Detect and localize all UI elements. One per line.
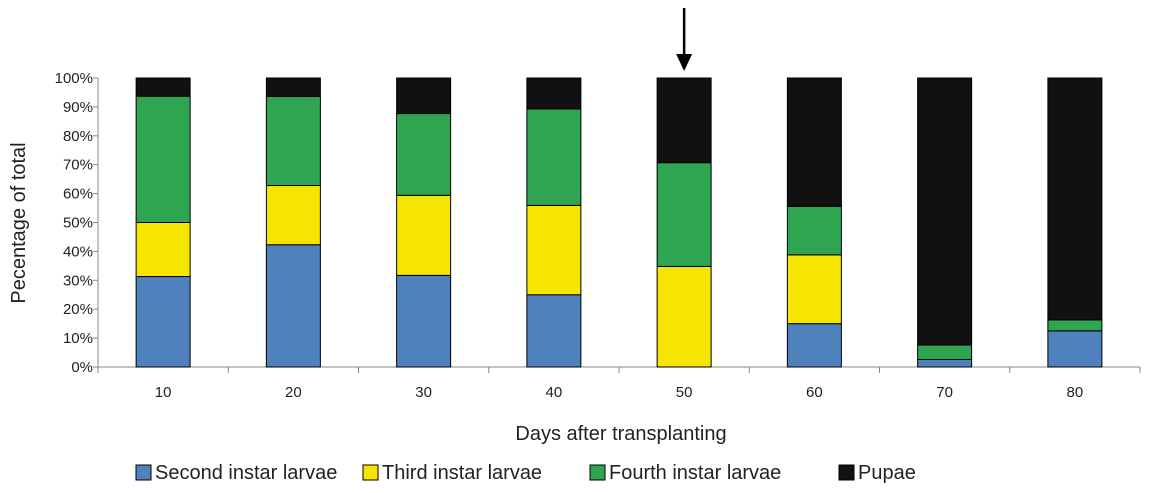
x-axis: 10 20 30 40 50 60 70 80 bbox=[97, 366, 1141, 401]
legend-swatch bbox=[838, 464, 855, 481]
bar-segment-pupae-60 bbox=[786, 77, 842, 207]
y-tick-label: 70% bbox=[63, 157, 93, 174]
x-tick-label: 30 bbox=[415, 384, 432, 401]
legend-swatch bbox=[135, 464, 152, 481]
bar-segment-second-instar-larvae-10 bbox=[135, 276, 191, 368]
y-axis-title: Pecentage of total bbox=[8, 142, 30, 303]
bar-segment-third-instar-larvae-50 bbox=[656, 265, 712, 368]
y-tick-label: 20% bbox=[63, 301, 93, 318]
bar-segment-third-instar-larvae-30 bbox=[396, 194, 452, 276]
annotation-arrow-head bbox=[676, 54, 693, 71]
x-tick-label: 80 bbox=[1067, 384, 1084, 401]
bar-segment-second-instar-larvae-30 bbox=[396, 274, 452, 368]
annotations bbox=[676, 8, 693, 71]
legend: Second instar larvae Third instar larvae F… bbox=[135, 462, 916, 484]
bar-segment-third-instar-larvae-10 bbox=[135, 222, 191, 278]
bar-segment-second-instar-larvae-60 bbox=[786, 323, 842, 368]
x-tick-label: 10 bbox=[155, 384, 172, 401]
y-tick-label: 40% bbox=[63, 243, 93, 260]
y-tick-label: 50% bbox=[63, 215, 93, 232]
legend-label: Second instar larvae bbox=[155, 462, 337, 484]
bar-segment-pupae-10 bbox=[135, 77, 191, 97]
bar-segment-pupae-80 bbox=[1047, 77, 1103, 321]
bar-segment-fourth-instar-larvae-10 bbox=[135, 95, 191, 223]
bar-segment-third-instar-larvae-60 bbox=[786, 254, 842, 325]
bar-segment-pupae-70 bbox=[917, 77, 973, 346]
y-tick-label: 10% bbox=[63, 330, 93, 347]
y-tick-label: 80% bbox=[63, 128, 93, 145]
x-tick-label: 40 bbox=[546, 384, 563, 401]
bar-segment-fourth-instar-larvae-70 bbox=[917, 344, 973, 360]
y-tick-label: 30% bbox=[63, 272, 93, 289]
x-tick-label: 50 bbox=[676, 384, 693, 401]
bar-segment-second-instar-larvae-40 bbox=[526, 294, 582, 368]
bar-segment-fourth-instar-larvae-40 bbox=[526, 108, 582, 206]
y-axis: 0% 10% 20% 30% 40% 50% 60% 70% 80% 90% 100% bbox=[55, 70, 99, 376]
x-tick-label: 60 bbox=[806, 384, 823, 401]
bar-segment-fourth-instar-larvae-20 bbox=[265, 95, 321, 187]
bar-segment-fourth-instar-larvae-80 bbox=[1047, 319, 1103, 332]
x-tick-label: 20 bbox=[285, 384, 302, 401]
bar-segment-second-instar-larvae-20 bbox=[265, 244, 321, 368]
bar-segment-second-instar-larvae-70 bbox=[917, 358, 973, 368]
y-tick-label: 0% bbox=[71, 359, 93, 376]
y-tick-label: 100% bbox=[55, 70, 93, 87]
x-axis-title: Days after transplanting bbox=[515, 423, 726, 445]
bar-segment-pupae-50 bbox=[656, 77, 712, 164]
legend-label: Third instar larvae bbox=[382, 462, 542, 484]
bar-segment-third-instar-larvae-40 bbox=[526, 204, 582, 296]
bar-segment-second-instar-larvae-80 bbox=[1047, 330, 1103, 368]
legend-label: Fourth instar larvae bbox=[609, 462, 781, 484]
bar-segment-pupae-30 bbox=[396, 77, 452, 115]
bar-segment-fourth-instar-larvae-30 bbox=[396, 113, 452, 196]
x-tick-label: 70 bbox=[936, 384, 953, 401]
bar-segment-pupae-40 bbox=[526, 77, 582, 110]
bar-segment-pupae-20 bbox=[265, 77, 321, 97]
bars bbox=[135, 77, 1103, 368]
legend-label: Pupae bbox=[858, 462, 916, 484]
bar-segment-fourth-instar-larvae-60 bbox=[786, 205, 842, 256]
bar-segment-fourth-instar-larvae-50 bbox=[656, 162, 712, 267]
y-tick-label: 90% bbox=[63, 99, 93, 116]
y-tick-label: 60% bbox=[63, 186, 93, 203]
legend-swatch bbox=[362, 464, 379, 481]
legend-swatch bbox=[589, 464, 606, 481]
bar-segment-third-instar-larvae-20 bbox=[265, 185, 321, 246]
